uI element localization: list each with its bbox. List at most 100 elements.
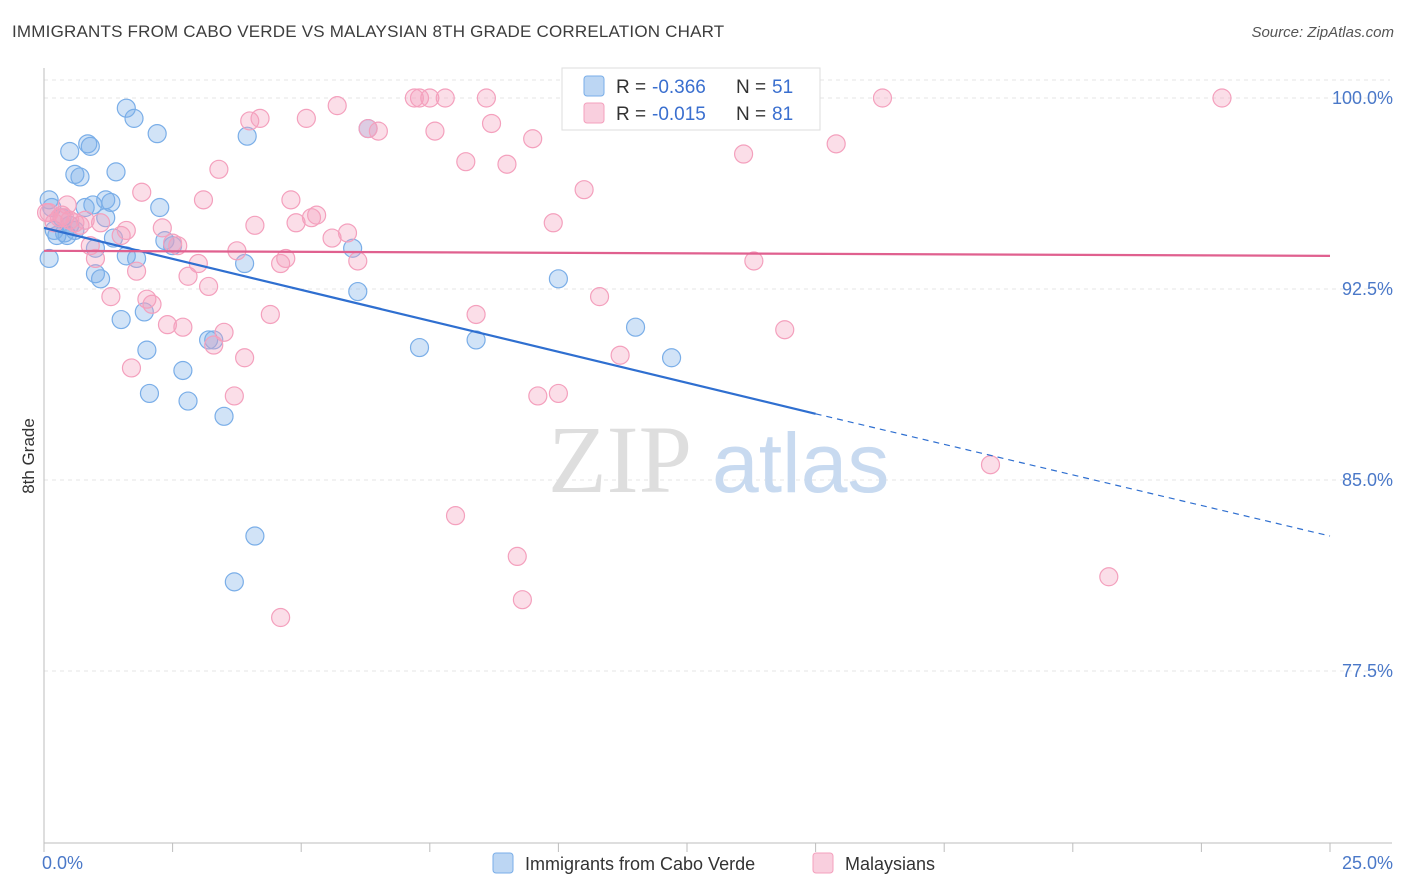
- series-cabo-verde-points: [39, 98, 682, 592]
- point-1-81: [980, 455, 1001, 475]
- point-0-40: [204, 330, 224, 350]
- point-1-10: [75, 210, 95, 230]
- point-1-73: [589, 287, 610, 307]
- point-1-27: [178, 266, 198, 286]
- point-0-19: [96, 190, 116, 210]
- point-1-42: [276, 248, 296, 269]
- point-1-72: [574, 180, 594, 200]
- point-1-83: [1212, 88, 1232, 108]
- point-1-51: [348, 251, 368, 271]
- legend-n-value-1: 81: [772, 104, 793, 125]
- point-0-13: [80, 136, 100, 156]
- point-1-75: [733, 144, 754, 164]
- point-1-14: [101, 287, 121, 307]
- point-0-48: [348, 281, 368, 302]
- point-1-53: [368, 121, 388, 141]
- point-1-26: [173, 317, 193, 337]
- point-1-76: [744, 251, 764, 271]
- point-0-24: [90, 269, 111, 289]
- point-0-49: [409, 337, 430, 358]
- point-1-80: [872, 88, 893, 108]
- point-1-55: [404, 88, 424, 108]
- point-1-70: [543, 213, 563, 233]
- point-1-46: [301, 208, 322, 228]
- chart-title: IMMIGRANTS FROM CABO VERDE VS MALAYSIAN …: [12, 22, 725, 41]
- axes: [43, 68, 1392, 852]
- point-1-44: [286, 213, 306, 233]
- bottom-legend: Immigrants from Cabo Verde Malaysians: [492, 852, 935, 874]
- point-0-43: [237, 126, 257, 146]
- x-tick-labels: 0.0% 25.0%: [42, 853, 1393, 873]
- series-malaysians-points: [36, 88, 1232, 628]
- trend-lines: [43, 226, 1331, 537]
- point-1-19: [132, 182, 152, 202]
- point-1-9: [70, 215, 90, 235]
- point-1-41: [271, 253, 291, 274]
- trend-line-malaysians: [43, 249, 1331, 257]
- point-1-79: [826, 134, 846, 154]
- point-1-50: [337, 223, 358, 243]
- point-1-47: [307, 205, 327, 225]
- point-1-62: [466, 304, 486, 325]
- point-1-54: [271, 607, 291, 628]
- legend-box: [561, 67, 821, 131]
- point-1-21: [142, 294, 162, 314]
- watermark-atlas: atlas: [712, 416, 889, 510]
- point-0-51: [548, 269, 569, 289]
- legend-n-value-0: 51: [772, 77, 793, 98]
- point-1-58: [425, 121, 445, 141]
- point-0-7: [39, 248, 59, 269]
- y-tick-label-1: 92.5%: [1342, 279, 1393, 299]
- legend: R = -0.366 N = 51 R = -0.015 N = 81: [561, 67, 821, 131]
- point-1-15: [111, 225, 131, 246]
- point-0-17: [65, 164, 85, 184]
- point-1-31: [204, 335, 224, 355]
- x-tick-label-1: 25.0%: [1342, 853, 1393, 873]
- point-1-22: [152, 218, 172, 238]
- point-1-12: [85, 248, 106, 269]
- point-1-2: [44, 213, 64, 233]
- bottom-legend-label-cabo-verde: Immigrants from Cabo Verde: [525, 854, 755, 874]
- legend-n-label-0: N =: [736, 77, 766, 98]
- point-1-33: [214, 322, 234, 342]
- legend-swatch-malaysians: [583, 102, 605, 124]
- grid-lines: [44, 79, 1390, 672]
- point-0-53: [661, 348, 682, 368]
- point-1-43: [281, 190, 301, 210]
- point-1-48: [322, 228, 342, 248]
- legend-swatch-cabo-verde: [583, 75, 605, 97]
- y-tick-label-3: 77.5%: [1342, 661, 1393, 681]
- point-0-39: [199, 330, 219, 350]
- bottom-legend-label-malaysians: Malaysians: [845, 854, 935, 874]
- point-1-71: [548, 383, 569, 404]
- point-1-45: [296, 108, 316, 128]
- point-0-28: [116, 98, 136, 118]
- point-1-82: [1099, 567, 1119, 587]
- point-1-49: [327, 96, 347, 116]
- point-0-23: [85, 264, 106, 284]
- watermark: ZIP atlas: [548, 406, 889, 513]
- point-1-13: [90, 213, 111, 233]
- point-1-40: [260, 304, 280, 325]
- point-1-32: [209, 159, 229, 179]
- point-1-66: [507, 546, 527, 567]
- legend-r-label-1: R =: [616, 104, 646, 125]
- point-1-7: [60, 210, 80, 230]
- point-0-31: [150, 197, 170, 218]
- point-0-10: [70, 167, 90, 187]
- point-1-20: [137, 289, 157, 309]
- point-1-17: [121, 358, 142, 378]
- trend-line-cabo-verde-extension: [815, 413, 1331, 537]
- point-1-25: [168, 236, 188, 256]
- point-1-65: [497, 154, 517, 174]
- point-0-16: [60, 141, 80, 162]
- legend-r-label-0: R =: [616, 77, 646, 98]
- point-1-38: [245, 215, 265, 235]
- watermark-zip: ZIP: [548, 406, 692, 513]
- point-1-78: [775, 320, 795, 340]
- point-1-60: [445, 506, 466, 526]
- x-tick-label-0: 0.0%: [42, 853, 83, 873]
- point-0-52: [625, 317, 646, 337]
- point-1-23: [157, 315, 178, 335]
